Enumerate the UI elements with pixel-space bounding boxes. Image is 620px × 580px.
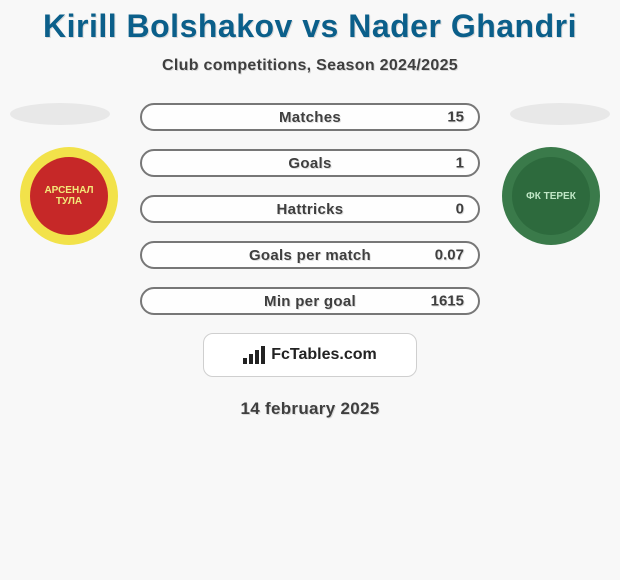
comparison-stage: АРСЕНАЛ ТУЛА ФК ТЕРЕК Matches 15 Goals 1 Hat… xyxy=(0,103,620,419)
stat-label: Hattricks xyxy=(277,201,344,218)
stat-row: Min per goal 1615 xyxy=(140,287,480,315)
stat-value-right: 1615 xyxy=(431,293,464,310)
stat-value-right: 1 xyxy=(456,155,464,172)
stat-row: Hattricks 0 xyxy=(140,195,480,223)
stat-row: Goals per match 0.07 xyxy=(140,241,480,269)
chart-icon xyxy=(243,346,265,364)
stat-value-right: 15 xyxy=(447,109,464,126)
header-pellet-left xyxy=(10,103,110,125)
stat-label: Min per goal xyxy=(264,293,356,310)
club-badge-right: ФК ТЕРЕК xyxy=(502,147,600,245)
stat-value-right: 0.07 xyxy=(435,247,464,264)
header-pellet-right xyxy=(510,103,610,125)
stat-label: Goals per match xyxy=(249,247,371,264)
club-badge-right-label: ФК ТЕРЕК xyxy=(512,157,590,235)
stat-label: Matches xyxy=(279,109,341,126)
club-badge-left: АРСЕНАЛ ТУЛА xyxy=(20,147,118,245)
subtitle: Club competitions, Season 2024/2025 xyxy=(0,57,620,75)
brand-text: FcTables.com xyxy=(271,346,377,364)
brand-box[interactable]: FcTables.com xyxy=(203,333,417,377)
stat-value-right: 0 xyxy=(456,201,464,218)
page-title: Kirill Bolshakov vs Nader Ghandri xyxy=(0,0,620,45)
snapshot-date: 14 february 2025 xyxy=(0,399,620,419)
stat-row: Goals 1 xyxy=(140,149,480,177)
stat-label: Goals xyxy=(288,155,331,172)
stat-row: Matches 15 xyxy=(140,103,480,131)
club-badge-left-label: АРСЕНАЛ ТУЛА xyxy=(30,157,108,235)
